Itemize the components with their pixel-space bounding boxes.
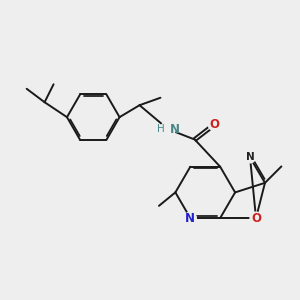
Circle shape — [208, 118, 220, 130]
Circle shape — [250, 212, 262, 224]
Text: N: N — [185, 212, 195, 225]
Text: O: O — [209, 118, 219, 131]
Circle shape — [245, 152, 255, 163]
Text: H: H — [157, 124, 164, 134]
Text: O: O — [251, 212, 261, 225]
Text: N: N — [169, 123, 179, 136]
Text: N: N — [246, 152, 254, 163]
Circle shape — [184, 212, 196, 224]
Circle shape — [160, 122, 175, 136]
